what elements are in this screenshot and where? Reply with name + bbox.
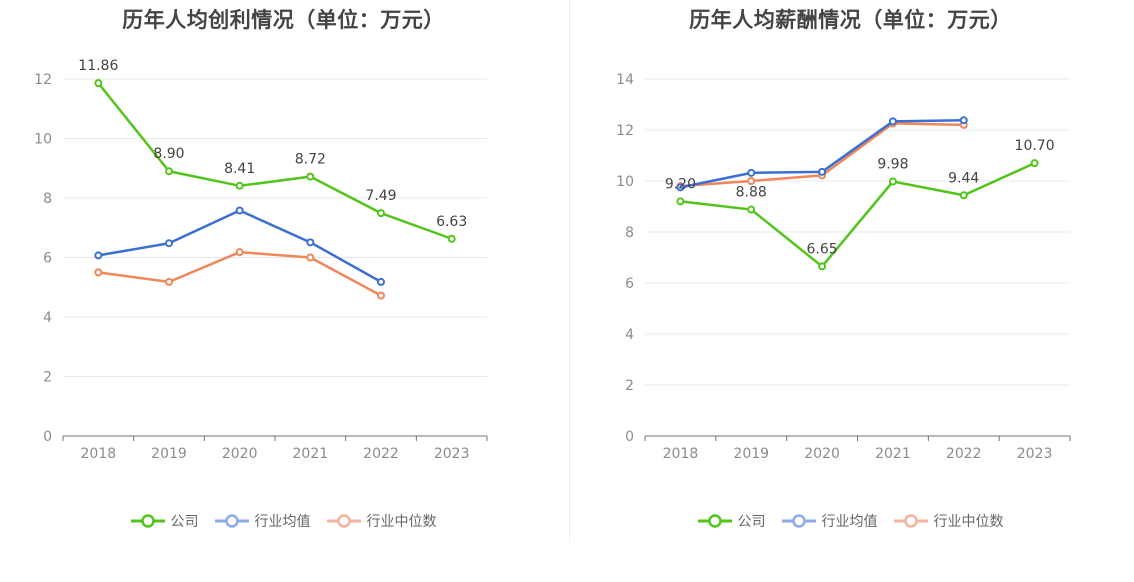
- industry-median-point: [306, 253, 315, 262]
- y-tick-label: 14: [616, 72, 634, 88]
- industry-avg-point: [747, 168, 756, 177]
- company-data-label: 10.70: [1015, 138, 1055, 154]
- legend-label-industry-avg: 行业均值: [254, 514, 311, 530]
- company-data-label: 9.44: [948, 170, 979, 186]
- company-point: [1030, 159, 1039, 168]
- legend-marker-industry-median: [893, 514, 928, 528]
- x-tick-label: 2022: [946, 446, 982, 462]
- legend-item-industry-avg[interactable]: 行业均值: [781, 511, 878, 531]
- y-tick-label: 12: [616, 123, 634, 139]
- company-point: [959, 191, 968, 200]
- company-point: [165, 167, 173, 176]
- company-point: [888, 177, 897, 186]
- company-point: [747, 205, 756, 214]
- legend-label-industry-median: 行业中位数: [366, 514, 437, 530]
- legend-label-company: 公司: [737, 514, 766, 530]
- legend-item-company[interactable]: 公司: [130, 511, 199, 531]
- x-tick-label: 2021: [875, 446, 911, 462]
- company-data-label: 8.88: [736, 185, 767, 201]
- company-line: [680, 162, 1036, 268]
- x-tick-label: 2018: [81, 446, 117, 462]
- y-tick-label: 12: [34, 72, 52, 88]
- company-data-label: 8.41: [224, 161, 255, 177]
- industry-median-point: [747, 177, 756, 185]
- x-tick-label: 2019: [151, 446, 187, 462]
- company-data-label: 8.90: [153, 146, 184, 162]
- chart-divider: [569, 0, 570, 542]
- legend-item-industry-avg[interactable]: 行业均值: [214, 511, 311, 531]
- legend-marker-industry-avg: [214, 514, 249, 528]
- y-tick-label: 10: [616, 174, 634, 190]
- salary-plot: 0 2 4 6 8 10 12 14 2018 2019 2020 2021 2022 2023 9.20 8…: [616, 72, 1071, 462]
- legend: 公司 行业均值 行业中位数: [0, 511, 567, 531]
- x-tick-label: 2018: [663, 446, 699, 462]
- x-tick-label: 2021: [293, 446, 329, 462]
- company-data-label: 6.63: [436, 214, 467, 230]
- company-point: [235, 181, 244, 190]
- legend-label-company: 公司: [170, 514, 199, 530]
- legend-marker-company: [130, 514, 165, 528]
- company-point: [447, 234, 456, 243]
- y-tick-label: 4: [43, 310, 52, 326]
- company-data-label: 9.20: [665, 176, 696, 192]
- y-tick-label: 2: [625, 378, 634, 394]
- legend-item-company[interactable]: 公司: [697, 511, 766, 531]
- company-point: [676, 197, 685, 206]
- y-tick-label: 2: [43, 370, 52, 386]
- legend-item-industry-median[interactable]: 行业中位数: [893, 511, 1004, 531]
- y-tick-label: 6: [625, 276, 634, 292]
- company-data-label: 8.72: [295, 152, 326, 168]
- industry-median-point: [165, 277, 173, 286]
- company-data-label: 6.65: [806, 241, 837, 257]
- company-data-label: 7.49: [365, 188, 396, 204]
- x-tick-label: 2020: [222, 446, 258, 462]
- company-point: [377, 209, 385, 218]
- legend: 公司 行业均值 行业中位数: [567, 511, 1134, 531]
- company-line: [97, 82, 453, 240]
- legend-marker-industry-avg: [781, 514, 816, 528]
- x-tick-label: 2023: [434, 446, 470, 462]
- y-tick-label: 0: [625, 429, 634, 445]
- salary-chart: 历年人均薪酬情况（单位：万元） 0 2 4 6 8 10 12 14 2018 2019 2020 2…: [567, 0, 1134, 582]
- industry-avg-point: [377, 277, 385, 286]
- industry-avg-point: [235, 206, 244, 215]
- industry-avg-point: [306, 238, 315, 247]
- industry-avg-point: [888, 117, 897, 126]
- industry-avg-point: [959, 116, 968, 125]
- y-tick-label: 8: [625, 225, 634, 241]
- industry-median-point: [377, 291, 385, 300]
- legend-label-industry-median: 行业中位数: [933, 514, 1004, 530]
- industry-avg-point: [94, 251, 103, 260]
- legend-marker-industry-median: [326, 514, 361, 528]
- chart-title: 历年人均薪酬情况（单位：万元）: [689, 8, 1012, 32]
- legend-item-industry-median[interactable]: 行业中位数: [326, 511, 437, 531]
- industry-avg-line: [98, 209, 382, 283]
- y-tick-label: 6: [43, 251, 52, 267]
- y-tick-label: 10: [34, 132, 52, 148]
- profit-chart: 历年人均创利情况（单位：万元） 0 2 4 6 8 10 12 2018 2019 2020 202…: [0, 8, 567, 531]
- x-tick-label: 2019: [733, 446, 769, 462]
- y-tick-label: 4: [625, 327, 634, 343]
- industry-median-point: [235, 248, 244, 257]
- company-data-label: 11.86: [78, 58, 118, 74]
- industry-avg-point: [676, 183, 685, 192]
- industry-median-point: [94, 268, 103, 277]
- company-point: [94, 79, 103, 88]
- x-tick-label: 2023: [1017, 446, 1053, 462]
- legend-marker-company: [697, 514, 732, 528]
- y-tick-label: 0: [43, 429, 52, 445]
- y-tick-label: 8: [43, 191, 52, 207]
- industry-avg-point: [818, 167, 827, 176]
- company-point: [306, 172, 315, 181]
- profit-plot: 0 2 4 6 8 10 12 2018 2019 2020 2021 2022 2023 11.86 8.…: [34, 58, 488, 462]
- company-point: [818, 262, 827, 271]
- chart-title: 历年人均创利情况（单位：万元）: [122, 8, 445, 32]
- x-tick-label: 2022: [363, 446, 399, 462]
- x-tick-label: 2020: [804, 446, 840, 462]
- industry-avg-point: [165, 239, 173, 248]
- legend-label-industry-avg: 行业均值: [821, 514, 878, 530]
- company-data-label: 9.98: [877, 157, 908, 173]
